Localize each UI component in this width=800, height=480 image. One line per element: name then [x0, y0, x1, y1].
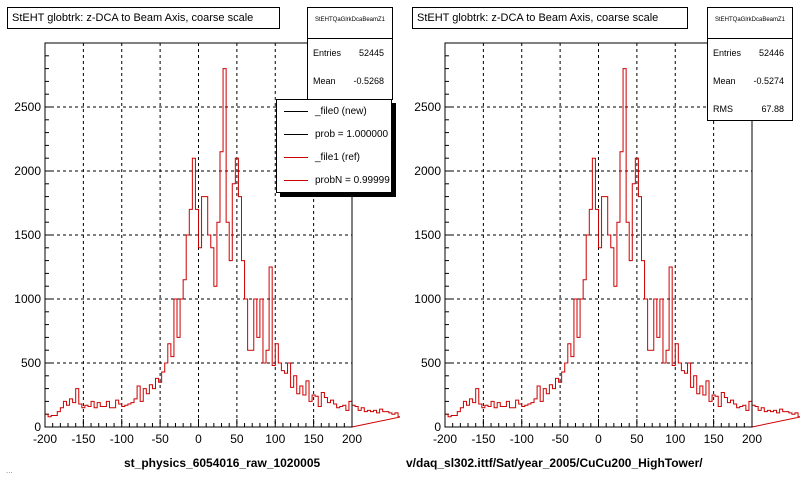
- x-tick-label: 50: [630, 432, 644, 446]
- legend-label: probN = 0.99999: [315, 175, 390, 186]
- x-tick-label: -100: [110, 432, 134, 446]
- stats-row-entries: Entries 52445: [308, 39, 392, 67]
- x-tick-label: -50: [551, 432, 569, 446]
- legend-entry: _file0 (new): [277, 100, 391, 123]
- x-tick-label: 50: [230, 432, 244, 446]
- x-axis-caption: st_physics_6054016_raw_1020005: [124, 456, 321, 470]
- stats-value: 52446: [758, 48, 784, 58]
- y-tick-label: 500: [21, 356, 41, 370]
- x-tick-label: -200: [33, 432, 57, 446]
- histogram-right: -200 -150 -100 -50 0 50 100 150 2000500100015002…: [414, 42, 800, 446]
- y-tick-label: 0: [434, 420, 441, 434]
- stats-value: 67.88: [761, 104, 784, 114]
- x-tick-label: 100: [665, 432, 685, 446]
- panel-right: -200 -150 -100 -50 0 50 100 150 200 0 500 1000 1500 2…: [400, 0, 800, 480]
- y-tick-label: 2000: [414, 164, 441, 178]
- x-tick-label: 100: [265, 432, 285, 446]
- stats-label: Entries: [313, 48, 342, 58]
- x-tick-label: 150: [304, 432, 324, 446]
- legend: _file0 (new) prob = 1.000000 _file1 (ref…: [276, 99, 392, 193]
- stats-row-mean: Mean -0.5268: [308, 67, 392, 95]
- stats-row-mean: Mean -0.5274: [708, 67, 792, 95]
- stats-name: StEHTQaGlrkDcaBeamZ1: [708, 8, 792, 39]
- stats-value: -0.5268: [353, 76, 384, 86]
- x-tick-label: -150: [71, 432, 95, 446]
- legend-entry: prob = 1.000000: [277, 123, 391, 146]
- y-tick-label: 2500: [14, 100, 41, 114]
- x-tick-label: 200: [742, 432, 762, 446]
- plot-frame: [444, 42, 753, 428]
- stats-name: StEHTQaGlrkDcaBeamZ1: [308, 8, 392, 39]
- legend-label: prob = 1.000000: [315, 129, 389, 140]
- plot-title: StEHT globtrk: z-DCA to Beam Axis, coars…: [7, 7, 280, 29]
- plot-title: StEHT globtrk: z-DCA to Beam Axis, coars…: [412, 7, 688, 29]
- legend-label: _file1 (ref): [315, 152, 361, 163]
- x-tick-label: 200: [342, 432, 362, 446]
- y-tick-label: 1500: [14, 228, 41, 242]
- x-tick-label: 150: [704, 432, 724, 446]
- stats-value: 52445: [358, 48, 384, 58]
- legend-label: _file0 (new): [315, 106, 367, 117]
- x-axis-caption: v/daq_sl302.ittf/Sat/year_2005/CuCu200_H…: [406, 456, 703, 470]
- stats-row-rms: RMS 67.88: [708, 95, 792, 120]
- plot-frame: [44, 42, 353, 428]
- y-tick-label: 500: [421, 356, 441, 370]
- y-tick-label: 2500: [414, 100, 441, 114]
- y-tick-label: 0: [34, 420, 41, 434]
- x-tick-label: -100: [510, 432, 534, 446]
- y-tick-label: 2000: [14, 164, 41, 178]
- legend-entry: _file1 (ref): [277, 146, 391, 169]
- stats-label: Mean: [313, 76, 336, 86]
- y-tick-label: 1500: [414, 228, 441, 242]
- panel-left: -200 -150 -100 -50 0 50 100 150 200 0 500 1000 1500 2…: [7, 7, 400, 470]
- stats-label: Entries: [713, 48, 742, 58]
- footer-stamp: ...: [6, 466, 13, 475]
- x-tick-label: 0: [595, 432, 602, 446]
- y-tick-label: 1000: [14, 292, 41, 306]
- legend-swatch: [284, 157, 308, 158]
- x-tick-label: 0: [195, 432, 202, 446]
- x-tick-label: -150: [471, 432, 495, 446]
- stats-value: -0.5274: [753, 76, 784, 86]
- x-tick-label: -50: [151, 432, 169, 446]
- stats-row-entries: Entries 52446: [708, 39, 792, 67]
- stats-label: Mean: [713, 76, 736, 86]
- stats-box: StEHTQaGlrkDcaBeamZ1 Entries 52445 Mean …: [307, 7, 393, 100]
- legend-swatch: [284, 180, 308, 181]
- x-tick-label: -200: [433, 432, 457, 446]
- legend-swatch: [284, 134, 308, 135]
- stats-box: StEHTQaGlrkDcaBeamZ1 Entries 52446 Mean …: [707, 7, 793, 121]
- legend-entry: probN = 0.99999: [277, 169, 391, 192]
- y-tick-label: 1000: [414, 292, 441, 306]
- stats-label: RMS: [713, 104, 733, 114]
- legend-swatch: [284, 111, 308, 112]
